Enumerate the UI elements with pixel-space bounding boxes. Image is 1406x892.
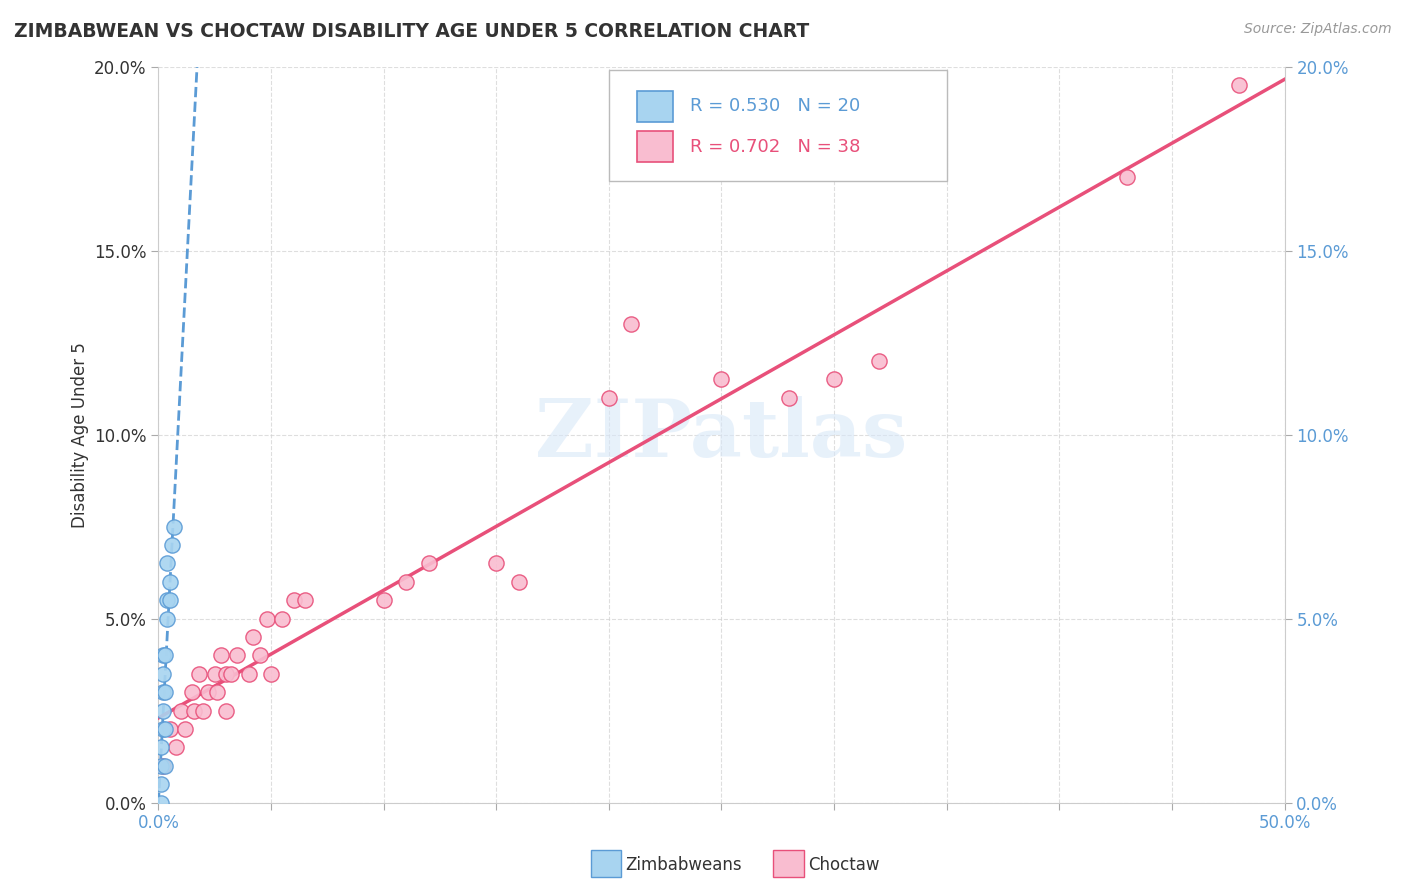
Point: [152, 648, 174, 663]
Point: [153, 722, 176, 736]
Point: [149, 759, 172, 773]
Point: [620, 317, 643, 331]
Text: Zimbabweans: Zimbabweans: [626, 856, 742, 874]
Point: [256, 611, 278, 625]
Point: [156, 557, 179, 571]
Point: [153, 685, 176, 699]
Point: [710, 372, 733, 386]
Point: [238, 666, 260, 681]
Point: [395, 574, 418, 589]
Point: [271, 611, 294, 625]
Bar: [637, 131, 673, 162]
Point: [181, 685, 204, 699]
Point: [149, 777, 172, 791]
Point: [868, 354, 890, 368]
Point: [778, 391, 800, 405]
Point: [485, 557, 508, 571]
FancyBboxPatch shape: [609, 70, 946, 181]
Point: [165, 740, 187, 755]
Text: ZIMBABWEAN VS CHOCTAW DISABILITY AGE UNDER 5 CORRELATION CHART: ZIMBABWEAN VS CHOCTAW DISABILITY AGE UND…: [14, 22, 810, 41]
Point: [219, 666, 242, 681]
Point: [152, 759, 174, 773]
Point: [159, 593, 181, 607]
Point: [159, 574, 181, 589]
Point: [260, 666, 283, 681]
Point: [249, 648, 271, 663]
Point: [188, 666, 211, 681]
Point: [205, 685, 228, 699]
Point: [508, 574, 530, 589]
Text: R = 0.530   N = 20: R = 0.530 N = 20: [690, 97, 860, 115]
Point: [149, 796, 172, 810]
Point: [170, 704, 193, 718]
Point: [174, 722, 197, 736]
Point: [153, 759, 176, 773]
Point: [823, 372, 845, 386]
Point: [242, 630, 264, 644]
Point: [211, 648, 233, 663]
Point: [204, 666, 226, 681]
Point: [153, 648, 176, 663]
Point: [152, 666, 174, 681]
Point: [418, 557, 440, 571]
Point: [283, 593, 305, 607]
Point: [215, 666, 238, 681]
Point: [373, 593, 395, 607]
Point: [156, 593, 179, 607]
Point: [149, 740, 172, 755]
Point: [156, 611, 179, 625]
Point: [159, 722, 181, 736]
Point: [226, 648, 249, 663]
Text: Source: ZipAtlas.com: Source: ZipAtlas.com: [1244, 22, 1392, 37]
Bar: [637, 91, 673, 122]
Point: [598, 391, 620, 405]
Point: [152, 685, 174, 699]
Point: [183, 704, 205, 718]
Point: [152, 722, 174, 736]
Point: [163, 519, 186, 533]
Point: [215, 704, 238, 718]
Point: [152, 704, 174, 718]
Text: Choctaw: Choctaw: [808, 856, 880, 874]
Point: [1115, 169, 1137, 184]
Text: ZIPatlas: ZIPatlas: [536, 395, 908, 474]
Point: [193, 704, 215, 718]
Point: [294, 593, 316, 607]
Point: [197, 685, 219, 699]
Text: R = 0.702   N = 38: R = 0.702 N = 38: [690, 137, 860, 155]
Point: [160, 538, 183, 552]
Point: [1229, 78, 1251, 92]
Y-axis label: Disability Age Under 5: Disability Age Under 5: [72, 342, 89, 527]
